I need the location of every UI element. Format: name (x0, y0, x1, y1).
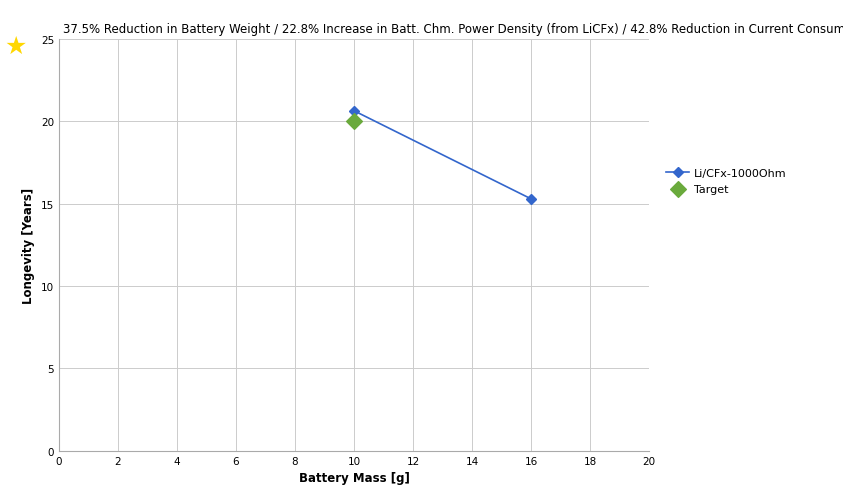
Text: ★: ★ (4, 35, 27, 59)
Li/CFx-1000Ohm (526, 196, 536, 202)
Target (347, 118, 361, 126)
X-axis label: Battery Mass [g]: Battery Mass [g] (298, 471, 410, 484)
Legend: Li/CFx-1000Ohm, Target: Li/CFx-1000Ohm, Target (667, 169, 787, 194)
Line: Li/CFx-1000Ohm: Li/CFx-1000Ohm (351, 108, 534, 203)
Li/CFx-1000Ohm (349, 109, 359, 115)
Y-axis label: Longevity [Years]: Longevity [Years] (23, 187, 35, 304)
Text: 37.5% Reduction in Battery Weight / 22.8% Increase in Batt. Chm. Power Density (: 37.5% Reduction in Battery Weight / 22.8… (63, 23, 843, 36)
